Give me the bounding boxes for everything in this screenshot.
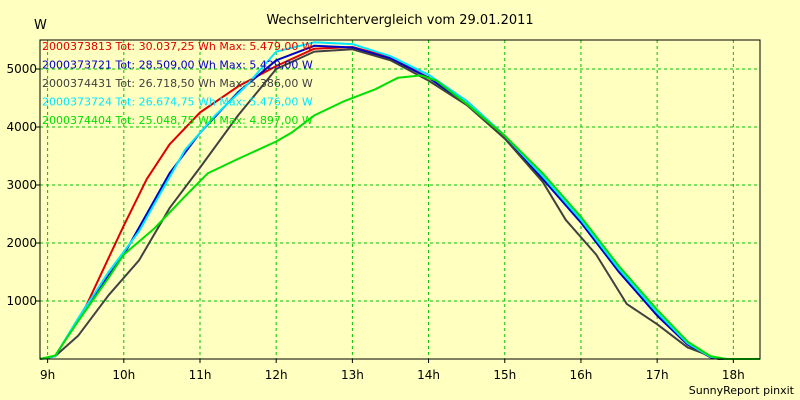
legend-entry-2000373813: 2000373813 Tot: 30.037,25 Wh Max: 5.479,… xyxy=(42,40,313,53)
y-tick-label: 2000 xyxy=(6,236,37,250)
x-tick-label: 10h xyxy=(112,368,135,382)
series-line-2000374431 xyxy=(39,48,760,360)
legend-entry-2000374404: 2000374404 Tot: 25.048,75 Wh Max: 4.897,… xyxy=(42,114,313,127)
x-tick-label: 11h xyxy=(189,368,212,382)
series-line-2000374404 xyxy=(39,74,760,360)
plot-frame xyxy=(39,39,761,360)
x-tick-label: 16h xyxy=(570,368,593,382)
y-tick-label: 1000 xyxy=(6,294,37,308)
legend-entry-2000373724: 2000373724 Tot: 26.674,75 Wh Max: 5.476,… xyxy=(42,96,313,109)
series-line-2000373813 xyxy=(39,46,760,360)
x-tick-label: 14h xyxy=(417,368,440,382)
x-tick-label: 17h xyxy=(646,368,669,382)
y-axis-label: W xyxy=(34,18,47,33)
x-tick-label: 18h xyxy=(722,368,745,382)
series-line-2000373724 xyxy=(39,41,760,360)
chart-title: Wechselrichtervergleich vom 29.01.2011 xyxy=(266,13,533,28)
x-tick-label: 13h xyxy=(341,368,364,382)
y-tick-label: 3000 xyxy=(6,178,37,192)
grid xyxy=(40,40,760,359)
y-tick-label: 4000 xyxy=(6,120,37,134)
series-layer xyxy=(39,41,760,360)
legend-entry-2000373721: 2000373721 Tot: 28.509,00 Wh Max: 5.429,… xyxy=(42,59,313,72)
axes: 1000 2000 3000 4000 5000 9h 10h 11h 12h 13h 14h 15h… xyxy=(6,39,761,382)
legend: 2000373813 Tot: 30.037,25 Wh Max: 5.479,… xyxy=(42,40,313,127)
x-tick-label: 15h xyxy=(493,368,516,382)
x-tick-label: 9h xyxy=(40,368,55,382)
legend-entry-2000374431: 2000374431 Tot: 26.718,50 Wh Max: 5.386,… xyxy=(42,77,313,90)
series-line-2000373721 xyxy=(39,44,760,360)
footer-credit: SunnyReport pinxit xyxy=(688,384,794,397)
x-tick-label: 12h xyxy=(265,368,288,382)
y-tick-label: 5000 xyxy=(6,62,37,76)
